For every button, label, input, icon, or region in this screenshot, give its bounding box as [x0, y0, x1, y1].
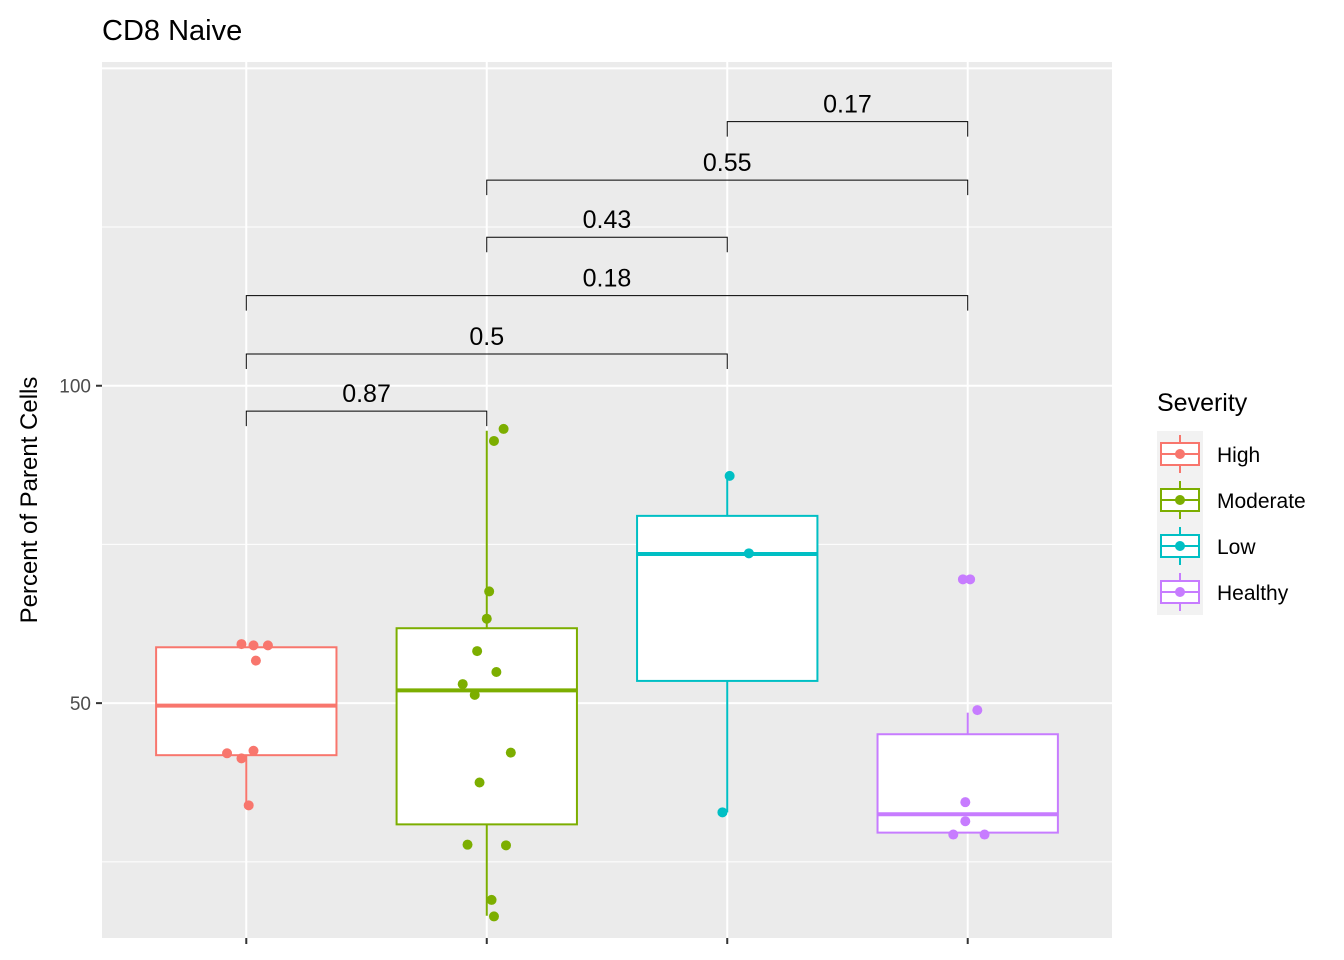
data-point	[743, 548, 754, 559]
comparison-bracket: 0.43	[486, 206, 728, 253]
legend-label: Healthy	[1217, 582, 1289, 605]
data-point	[486, 894, 497, 905]
data-point	[972, 705, 983, 716]
y-axis: 50 100	[59, 377, 969, 944]
box-iqr	[395, 627, 578, 826]
data-point	[481, 613, 492, 624]
y-tick-label: 50	[70, 694, 91, 715]
y-axis-label: Percent of Parent Cells	[16, 377, 43, 624]
legend-item-healthy: Healthy	[1157, 569, 1289, 615]
data-point	[248, 745, 259, 756]
data-point	[469, 689, 480, 700]
box-iqr	[636, 514, 819, 682]
box-high	[155, 639, 338, 811]
data-point	[965, 574, 976, 585]
box-plots	[155, 423, 1059, 922]
bracket-line	[486, 236, 728, 253]
p-value-label: 0.87	[342, 380, 391, 408]
data-point	[501, 840, 511, 851]
data-point	[491, 667, 502, 678]
comparison-bracket: 0.5	[245, 323, 728, 369]
legend-item-low: Low	[1157, 523, 1256, 569]
bracket-line	[245, 410, 488, 427]
bracket-line	[486, 179, 969, 196]
data-point	[960, 797, 971, 808]
comparison-brackets: 0.87 0.5 0.18 0.43 0.55 0.17	[245, 91, 969, 427]
data-point	[505, 747, 516, 758]
y-tick-label: 100	[59, 377, 91, 398]
data-point	[243, 800, 254, 811]
legend-label: Moderate	[1217, 490, 1306, 513]
data-point	[457, 679, 468, 690]
p-value-label: 0.5	[469, 323, 504, 351]
p-value-label: 0.17	[823, 91, 872, 119]
p-value-label: 0.55	[703, 149, 752, 177]
box-iqr	[876, 733, 1059, 834]
data-point	[488, 911, 499, 922]
data-point	[250, 655, 261, 666]
data-point	[960, 816, 971, 827]
data-point	[236, 639, 247, 650]
data-point	[717, 807, 728, 818]
data-point	[462, 839, 473, 850]
legend-key-point	[1175, 541, 1185, 551]
comparison-bracket: 0.17	[726, 91, 969, 137]
data-point	[248, 640, 259, 651]
data-point	[488, 435, 499, 446]
box-healthy	[876, 574, 1059, 840]
legend-title: Severity	[1157, 389, 1248, 417]
legend-key-point	[1175, 495, 1185, 505]
legend-key-point	[1175, 587, 1185, 597]
data-point	[222, 748, 233, 759]
box-low	[636, 470, 819, 818]
box-iqr	[155, 646, 338, 757]
data-point	[724, 470, 735, 481]
box-moderate	[395, 423, 578, 922]
legend: Severity High Moderate Low Healthy	[1157, 389, 1306, 615]
p-value-label: 0.18	[583, 265, 632, 293]
data-point	[472, 646, 483, 657]
bracket-line	[245, 295, 969, 311]
chart-title: CD8 Naive	[102, 15, 242, 47]
bracket-line	[245, 353, 728, 369]
data-point	[262, 640, 273, 651]
legend-item-high: High	[1157, 431, 1260, 477]
data-point	[979, 829, 990, 840]
data-point	[236, 753, 247, 764]
comparison-bracket: 0.55	[486, 149, 969, 196]
legend-key-point	[1175, 449, 1185, 459]
legend-label: Low	[1217, 536, 1256, 559]
p-value-label: 0.43	[583, 206, 632, 234]
data-point	[948, 829, 959, 840]
data-point	[498, 423, 509, 434]
bracket-line	[726, 121, 969, 137]
comparison-bracket: 0.87	[245, 380, 488, 427]
data-point	[474, 777, 485, 788]
legend-label: High	[1217, 444, 1260, 467]
legend-item-moderate: Moderate	[1157, 477, 1306, 523]
data-point	[484, 586, 495, 597]
comparison-bracket: 0.18	[245, 265, 969, 311]
data-point	[957, 574, 968, 585]
